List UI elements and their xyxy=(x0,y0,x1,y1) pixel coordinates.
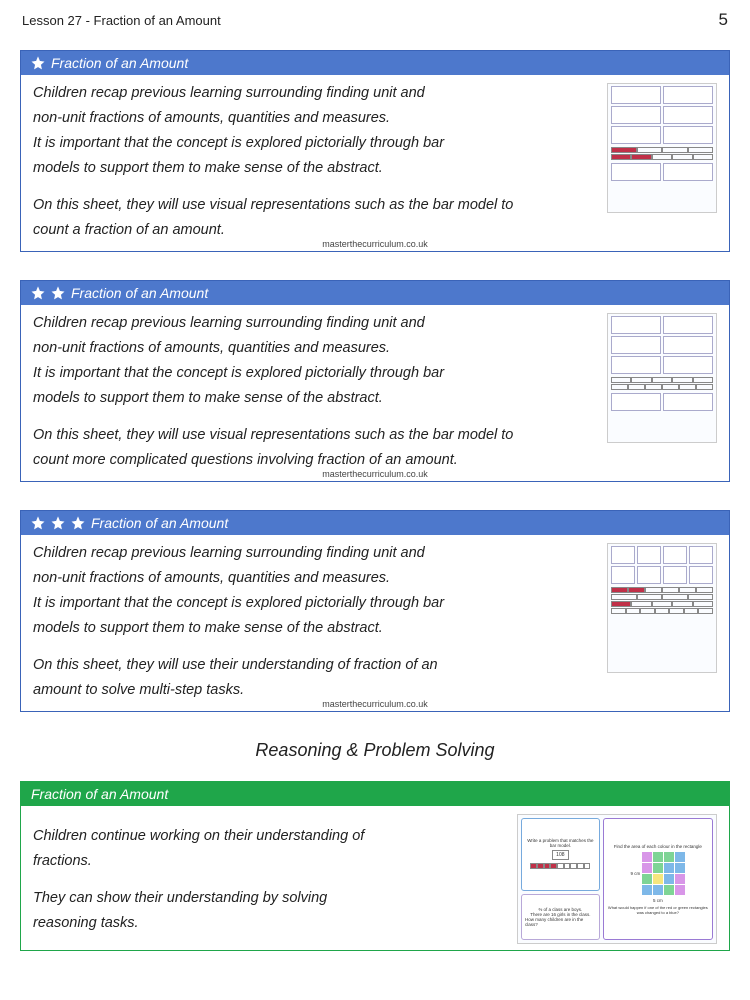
line: On this sheet, they will use visual repr… xyxy=(33,425,597,446)
watermark: masterthecurriculum.co.uk xyxy=(322,469,428,479)
line: models to support them to make sense of … xyxy=(33,158,597,179)
thumb-text: What would happen if one of the red or g… xyxy=(607,905,709,915)
lesson-title: Lesson 27 - Fraction of an Amount xyxy=(22,13,221,28)
line: Children recap previous learning surroun… xyxy=(33,543,597,564)
watermark: masterthecurriculum.co.uk xyxy=(322,699,428,709)
line: non-unit fractions of amounts, quantitie… xyxy=(33,108,597,129)
page-header: Lesson 27 - Fraction of an Amount 5 xyxy=(20,10,730,30)
color-grid xyxy=(642,852,685,895)
line: Children continue working on their under… xyxy=(33,826,507,847)
card-title: Fraction of an Amount xyxy=(31,786,168,802)
card-header: Fraction of an Amount xyxy=(21,51,729,75)
card-one-star: Fraction of an Amount Children recap pre… xyxy=(20,50,730,252)
line: reasoning tasks. xyxy=(33,913,507,934)
line: count more complicated questions involvi… xyxy=(33,450,597,471)
line: fractions. xyxy=(33,851,507,872)
card-text: Children recap previous learning surroun… xyxy=(33,83,597,245)
card-body: Children recap previous learning surroun… xyxy=(21,535,729,711)
star-icon xyxy=(51,286,65,300)
thumb-text: Write a problem that matches the bar mod… xyxy=(525,838,596,848)
line: Children recap previous learning surroun… xyxy=(33,313,597,334)
card-two-star: Fraction of an Amount Children recap pre… xyxy=(20,280,730,482)
card-reasoning: Fraction of an Amount Children continue … xyxy=(20,781,730,951)
line: It is important that the concept is expl… xyxy=(33,593,597,614)
worksheet-thumbnail xyxy=(607,543,717,673)
card-body: Children recap previous learning surroun… xyxy=(21,305,729,481)
page-number: 5 xyxy=(719,10,728,30)
star-icon xyxy=(31,516,45,530)
star-icon xyxy=(31,56,45,70)
line: Children recap previous learning surroun… xyxy=(33,83,597,104)
line: count a fraction of an amount. xyxy=(33,220,597,241)
line: non-unit fractions of amounts, quantitie… xyxy=(33,338,597,359)
line: models to support them to make sense of … xyxy=(33,388,597,409)
line: amount to solve multi-step tasks. xyxy=(33,680,597,701)
worksheet-thumbnail xyxy=(607,313,717,443)
line: non-unit fractions of amounts, quantitie… xyxy=(33,568,597,589)
card-text: Children continue working on their under… xyxy=(33,814,507,944)
watermark: masterthecurriculum.co.uk xyxy=(322,239,428,249)
star-icon xyxy=(71,516,85,530)
thumb-panel: Find the area of each colour in the rect… xyxy=(603,818,713,940)
section-heading: Reasoning & Problem Solving xyxy=(20,740,730,761)
card-body: Children recap previous learning surroun… xyxy=(21,75,729,251)
worksheet-thumbnail xyxy=(607,83,717,213)
star-icon xyxy=(51,516,65,530)
line: They can show their understanding by sol… xyxy=(33,888,507,909)
line: It is important that the concept is expl… xyxy=(33,133,597,154)
thumb-text: How many children are in the class? xyxy=(525,917,596,927)
card-header: Fraction of an Amount xyxy=(21,511,729,535)
card-header: Fraction of an Amount xyxy=(21,782,729,806)
card-header: Fraction of an Amount xyxy=(21,281,729,305)
card-title: Fraction of an Amount xyxy=(71,285,208,301)
card-text: Children recap previous learning surroun… xyxy=(33,543,597,705)
thumb-number: 108 xyxy=(552,850,568,860)
thumb-text: 5 cm xyxy=(653,898,663,903)
card-three-star: Fraction of an Amount Children recap pre… xyxy=(20,510,730,712)
line: On this sheet, they will use visual repr… xyxy=(33,195,597,216)
line: It is important that the concept is expl… xyxy=(33,363,597,384)
line: On this sheet, they will use their under… xyxy=(33,655,597,676)
worksheet-thumbnail: Write a problem that matches the bar mod… xyxy=(517,814,717,944)
star-icon xyxy=(31,286,45,300)
line: models to support them to make sense of … xyxy=(33,618,597,639)
card-text: Children recap previous learning surroun… xyxy=(33,313,597,475)
card-title: Fraction of an Amount xyxy=(91,515,228,531)
thumb-text: 9 cm xyxy=(630,871,640,876)
card-title: Fraction of an Amount xyxy=(51,55,188,71)
card-body: Children continue working on their under… xyxy=(21,806,729,950)
thumb-panel: ⅔ of a class are boys. There are 16 girl… xyxy=(521,894,600,941)
